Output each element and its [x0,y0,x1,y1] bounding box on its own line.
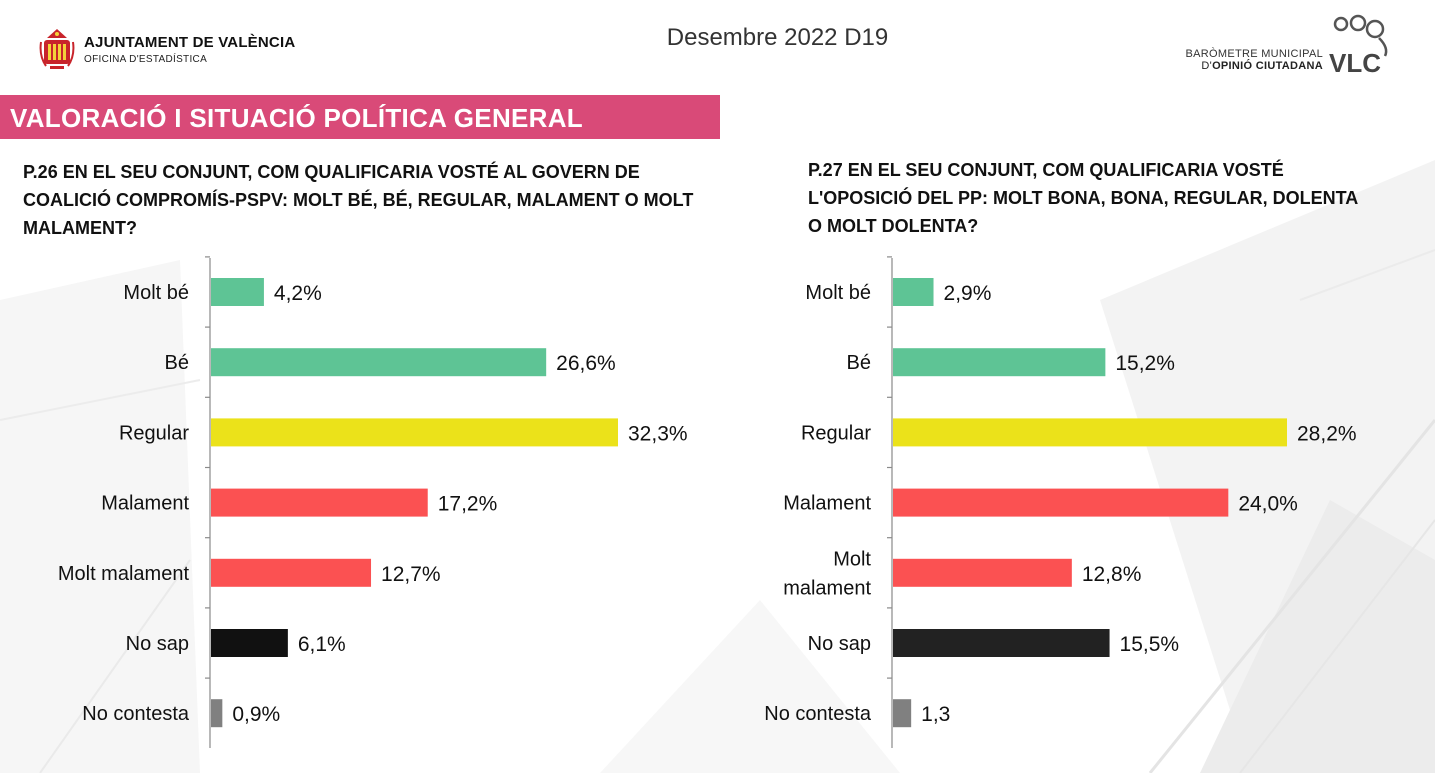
category-label: No contesta [764,703,872,725]
data-label: 12,8% [1082,563,1142,586]
question-p27: P.27 EN EL SEU CONJUNT, COM QUALIFICARIA… [808,160,1358,236]
category-label: Bé [847,352,871,374]
category-label: No sap [808,633,871,655]
bar [211,418,618,447]
category-label: Regular [119,422,189,444]
bar [893,488,1229,517]
category-label: Regular [801,422,871,444]
survey-period: Desembre 2022 D19 [666,24,889,51]
category-label: Molt malament [58,563,190,585]
data-label: 15,2% [1115,352,1175,375]
data-label: 24,0% [1238,493,1298,516]
data-label: 15,5% [1120,633,1180,656]
section-title: VALORACIÓ I SITUACIÓ POLÍTICA GENERAL [10,103,583,133]
category-label: Molt malament [783,548,871,599]
data-label: 28,2% [1297,422,1357,445]
bar [211,699,223,728]
category-label: Bé [165,352,189,374]
data-label: 1,3 [921,703,950,726]
bar [893,558,1072,587]
bar [211,488,428,517]
bar [893,418,1287,447]
vlc-logo-text: VLC [1329,48,1381,76]
category-label: Molt bé [805,282,871,304]
city-council-brand: AJUNTAMENT DE VALÈNCIA OFICINA D'ESTADÍS… [38,26,295,72]
data-label: 26,6% [556,352,616,375]
barometer-brand: BARÒMETRE MUNICIPAL D'OPINIÓ CIUTADANA V… [1185,14,1393,76]
org-name: AJUNTAMENT DE VALÈNCIA [84,33,296,51]
data-label: 0,9% [232,703,280,726]
bar [211,629,288,657]
category-label: No contesta [82,703,190,725]
bar [893,699,912,728]
data-label: 6,1% [298,633,346,656]
bar [893,348,1106,377]
chart-p26: 4,2% Molt bé 26,6% Bé 32,3% Regular 17,2% Malam… [58,256,688,748]
chart-p27: 2,9% Molt bé 15,2% Bé 28,2% Regular 24,0% Malam… [764,256,1357,748]
bar [211,558,372,587]
coat-of-arms-icon [39,29,75,69]
org-subtitle: OFICINA D'ESTADÍSTICA [84,53,208,65]
category-label: No sap [126,633,189,655]
barometer-subtitle: D'OPINIÓ CIUTADANA [1201,60,1323,72]
bar [893,629,1110,657]
section-banner: VALORACIÓ I SITUACIÓ POLÍTICA GENERAL [0,95,720,139]
category-label: Molt bé [123,282,189,304]
bar [211,348,547,377]
data-label: 32,3% [628,422,688,445]
category-label: Malament [101,493,189,515]
barometer-title: BARÒMETRE MUNICIPAL [1185,48,1323,60]
bar [893,278,934,306]
vlc-logo-icon: VLC [1329,14,1388,76]
data-label: 2,9% [944,282,992,305]
data-label: 12,7% [381,563,441,586]
data-label: 4,2% [274,282,322,305]
category-label: Malament [783,493,871,515]
data-label: 17,2% [438,493,498,516]
bar [211,278,264,306]
question-p26: P.26 EN EL SEU CONJUNT, COM QUALIFICARIA… [23,162,694,238]
